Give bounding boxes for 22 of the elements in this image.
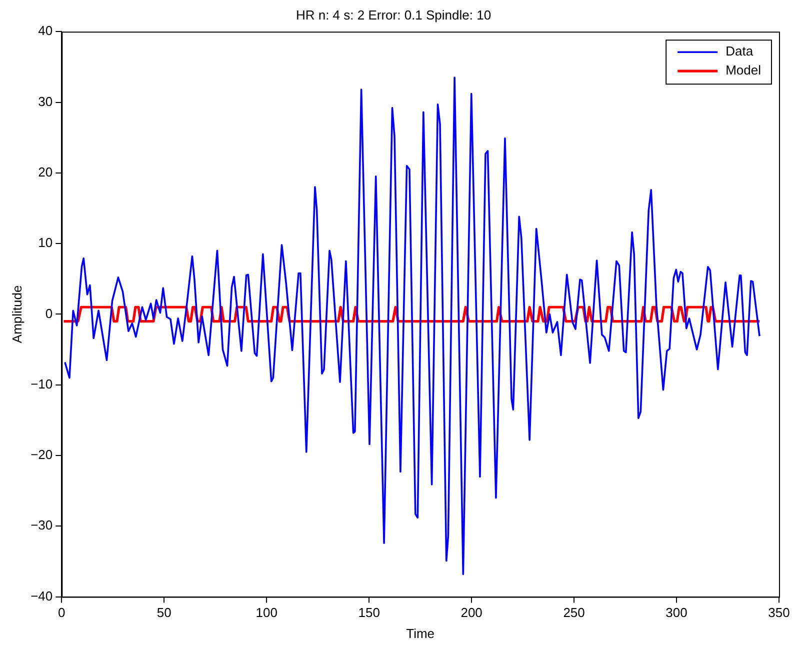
x-tick-label: 200 <box>460 605 482 620</box>
y-tick-label: 10 <box>38 235 53 250</box>
x-axis-title: Time <box>406 626 435 641</box>
y-tick-label: −10 <box>30 376 53 392</box>
y-tick-label: −20 <box>30 447 53 462</box>
x-tick-label: 50 <box>156 605 172 620</box>
y-tick-label: 0 <box>45 306 53 321</box>
y-tick-label: −30 <box>30 518 53 533</box>
x-tick-label: 150 <box>358 605 380 620</box>
y-tick-label: 30 <box>38 94 53 109</box>
chart-title: HR n: 4 s: 2 Error: 0.1 Spindle: 10 <box>296 7 492 22</box>
x-tick-label: 350 <box>768 605 790 620</box>
y-tick-label: −40 <box>30 588 53 604</box>
y-axis-title: Amplitude <box>9 285 24 344</box>
x-tick-label: 0 <box>58 605 66 620</box>
x-tick-label: 250 <box>563 605 585 620</box>
y-tick-label: 20 <box>38 164 53 180</box>
x-tick-label: 300 <box>666 605 688 620</box>
legend-label: Data <box>726 44 754 59</box>
legend-label: Model <box>726 62 762 78</box>
y-tick-label: 40 <box>38 23 53 38</box>
x-tick-label: 100 <box>256 605 278 620</box>
